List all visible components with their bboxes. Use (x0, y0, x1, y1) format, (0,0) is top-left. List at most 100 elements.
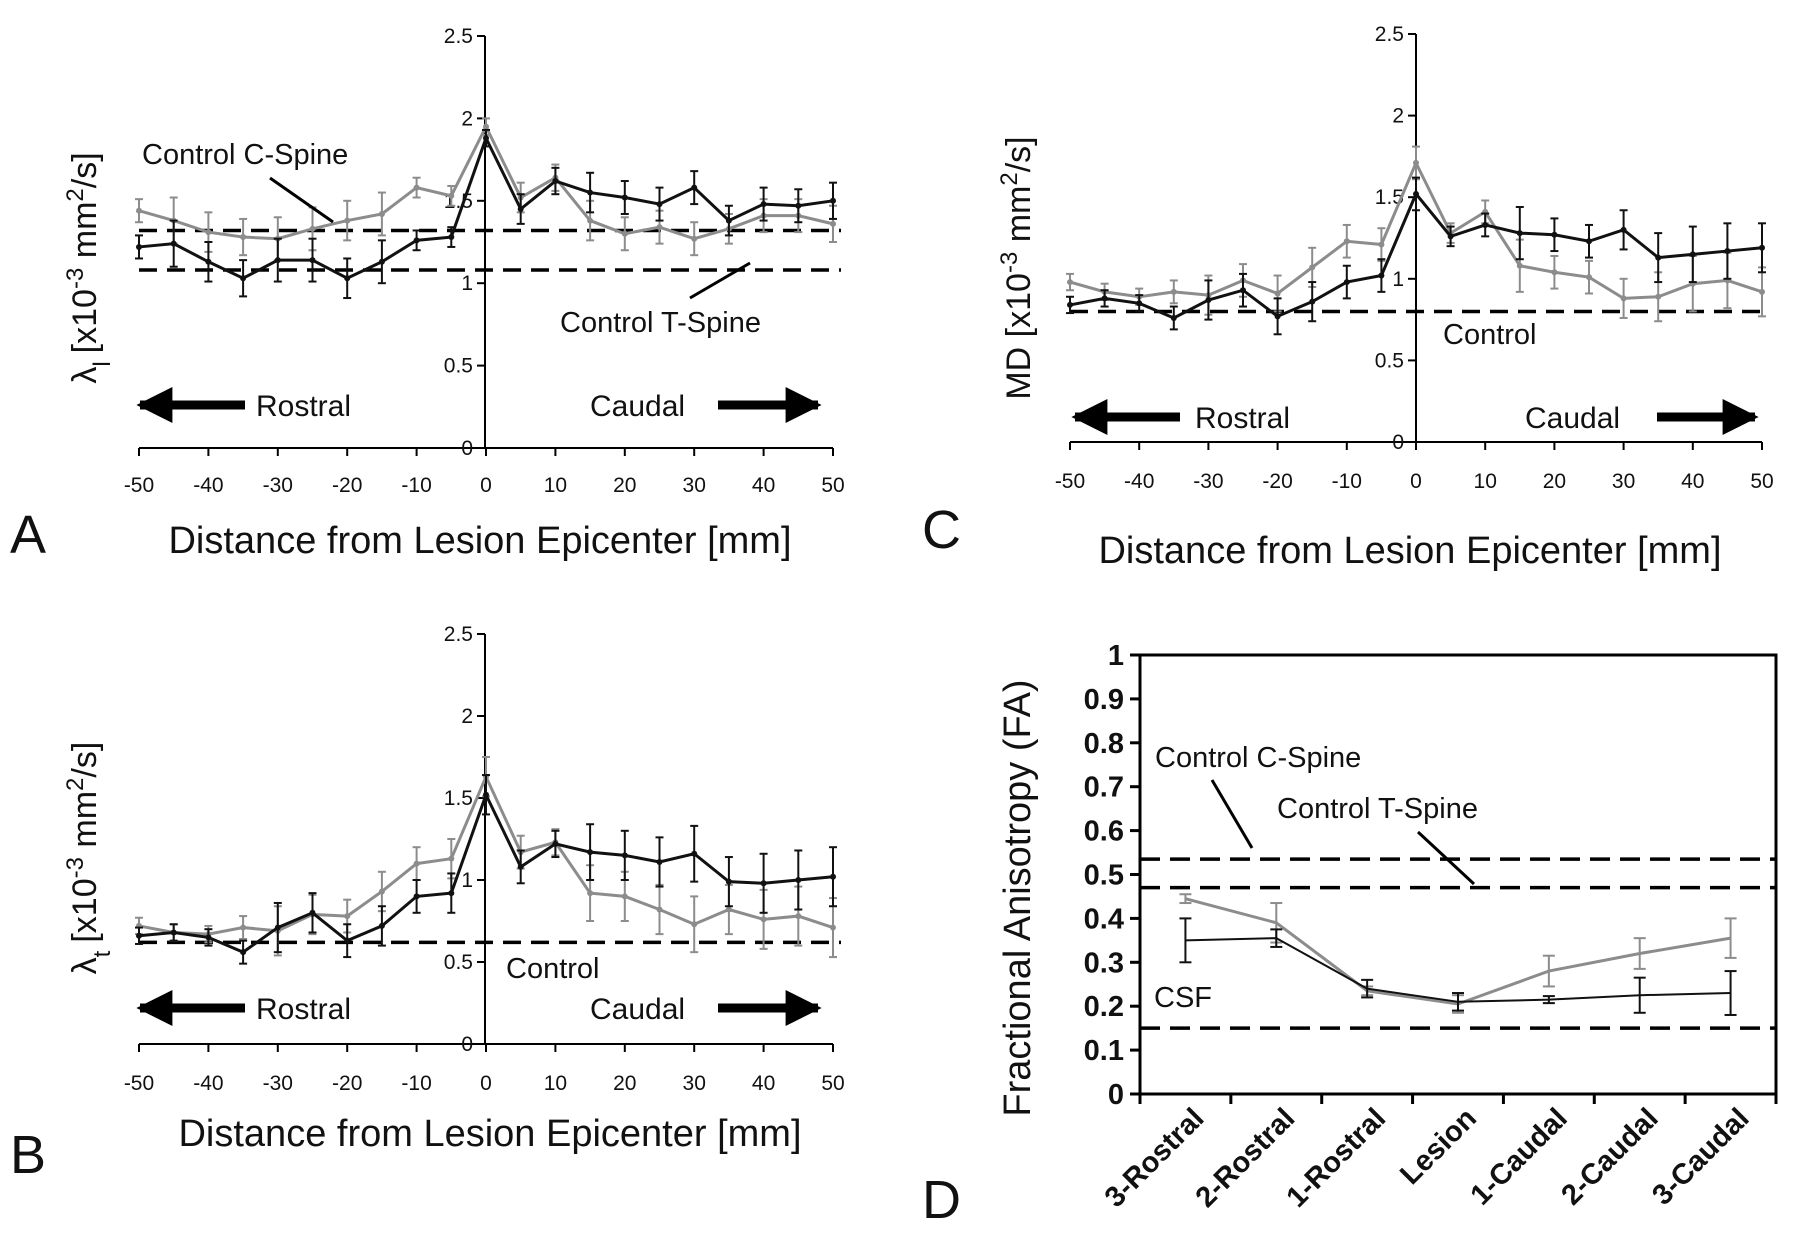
panel-b-ylabel-symbol: λ (66, 957, 104, 974)
panel-c-data-point (1343, 238, 1350, 245)
panel-c-data-point (1724, 248, 1731, 255)
panel-b-data-point (240, 949, 247, 956)
panel-a-rostral-label: Rostral (256, 390, 351, 423)
panel-a-data-point (483, 135, 489, 142)
panel-a-data-point (205, 258, 212, 265)
panel-a-data-point (517, 206, 524, 213)
panel-b-data-point (795, 877, 802, 883)
panel-a-data-point (483, 123, 489, 130)
panel-a: -50 -40 -30 -20 -10 0 10 20 30 40 50 0 0.5 1 1.5 2 2.5 D… (10, 25, 845, 565)
panel-a-y-tick-label: 0 (461, 437, 473, 460)
panel-d-annotation-csf: CSF (1154, 982, 1212, 1014)
panel-a-ylabel-symbol: λ (66, 367, 104, 384)
panel-c-ylabel-tail: /s] (1000, 136, 1038, 172)
panel-d-letter: D (922, 1170, 961, 1230)
panel-c-data-point (1482, 221, 1489, 228)
panel-b-data-point (830, 873, 836, 880)
panel-b-data-point (621, 852, 628, 859)
panel-c-data-point (1655, 293, 1662, 300)
panel-a-y-tick-label: 2.5 (444, 25, 473, 48)
panel-b-data-point (170, 929, 177, 936)
panel-a-data-point (656, 201, 663, 208)
panel-d-y-tick-label: 0.5 (1084, 860, 1124, 892)
panel-c-data-point (1620, 226, 1627, 233)
panel-a-x-tick-label: -50 (124, 474, 154, 497)
panel-c-data-point (1413, 190, 1419, 197)
panel-a-data-point (170, 240, 177, 247)
panel-d-y-tick-label: 0.4 (1084, 903, 1124, 935)
panel-c-rostral-label: Rostral (1195, 402, 1290, 435)
panel-b-rostral-label: Rostral (256, 993, 351, 1026)
panel-b-data-point (274, 924, 281, 931)
panel-a-data-point (830, 220, 836, 227)
panel-a-annotation-c-spine-pointer (269, 176, 334, 224)
panel-b-ylabel-unit: mm (66, 791, 104, 857)
panel-c-ylabel-exp: -3 (996, 252, 1023, 273)
panel-d-plot: 00.10.20.30.40.50.60.70.80.913-Rostral2-… (1084, 640, 1778, 1214)
panel-a-data-point (413, 237, 420, 244)
panel-a-data-point (830, 197, 836, 204)
panel-a-data-point (691, 184, 698, 191)
panel-c-data-point (1309, 264, 1316, 271)
panel-a-letter: A (10, 505, 46, 565)
panel-d-annotation-t-spine-pointer (1416, 830, 1476, 886)
panel-b-data-point (725, 906, 732, 913)
panel-b-x-tick-label: -40 (193, 1072, 223, 1095)
panel-b-x-tick-label: 50 (821, 1072, 844, 1095)
panel-c-data-point (1274, 313, 1281, 320)
panel-c-data-point (1689, 251, 1696, 258)
panel-d-annotation-c-spine-pointer (1210, 779, 1254, 849)
panel-c: -50 -40 -30 -20 -10 0 10 20 30 40 50 0 0.5 1 1.5 2 2.5 D… (922, 23, 1774, 572)
panel-b-xlabel: Distance from Lesion Epicenter [mm] (178, 1113, 801, 1155)
panel-a-x-tick-label: 10 (544, 474, 567, 497)
panel-c-x-tick-label: -50 (1055, 470, 1085, 493)
panel-a-data-point (205, 229, 212, 236)
panel-d-x-tick-label: 1-Rostral (1281, 1102, 1393, 1214)
panel-a-y-tick-label: 1 (461, 272, 473, 295)
panel-c-data-point (1759, 244, 1765, 251)
panel-d-x-tick-label: Lesion (1394, 1102, 1483, 1191)
panel-c-data-point (1378, 272, 1385, 279)
panel-c-data-point (1170, 288, 1177, 295)
panel-b-x-tick-label: 20 (613, 1072, 636, 1095)
panel-c-ylabel-symbol: MD (1000, 337, 1038, 399)
panel-d-y-tick-label: 0.3 (1084, 947, 1124, 979)
panel-c-x-tick-label: 50 (1750, 470, 1773, 493)
panel-c-letter: C (922, 500, 961, 560)
panel-c-data-point (1136, 300, 1143, 307)
panel-a-data-point (240, 275, 247, 282)
panel-b-data-point (830, 924, 836, 931)
panel-c-y-tick-label: 0 (1392, 431, 1404, 454)
panel-a-data-point (691, 235, 698, 242)
panel-a-data-point (309, 257, 316, 264)
panel-a-x-tick-label: -40 (193, 474, 223, 497)
panel-a-y-tick-label: 0.5 (444, 355, 473, 378)
panel-a-x-tick-label: 50 (821, 474, 844, 497)
panel-b-caudal-label: Caudal (590, 993, 685, 1026)
panel-c-plot: -50 -40 -30 -20 -10 0 10 20 30 40 50 0 0.5 1 1.5 2 2.5 (1055, 23, 1774, 493)
panel-c-y-tick-label: 2 (1392, 105, 1404, 128)
panel-b-ylabel: λt [x10-3 mm2/s] (62, 742, 116, 975)
panel-b-y-tick-label: 2 (461, 705, 473, 728)
panel-c-data-point (1101, 295, 1108, 302)
panel-b-ylabel-mid: [x10 (66, 878, 104, 942)
panel-b-data-point (344, 913, 351, 920)
panel-b-data-point (413, 860, 420, 867)
panel-c-x-tick-label: 10 (1474, 470, 1497, 493)
panel-b-x-tick-label: 30 (683, 1072, 706, 1095)
panel-d-x-tick-label: 3-Caudal (1646, 1102, 1755, 1211)
panel-a-ylabel-unit: mm (66, 202, 104, 268)
panel-a-data-point (448, 192, 455, 199)
panel-c-data-point (1516, 262, 1523, 269)
panel-d-y-tick-label: 0 (1108, 1079, 1124, 1111)
panel-b-data-point (691, 921, 698, 928)
panel-a-x-tick-label: 0 (480, 474, 492, 497)
panel-c-x-tick-label: 0 (1410, 470, 1422, 493)
panel-c-x-tick-label: -10 (1332, 470, 1362, 493)
panel-b-x-tick-label: -10 (401, 1072, 431, 1095)
panel-a-annotation-t-spine: Control T-Spine (560, 307, 761, 339)
panel-c-ylabel-unit: mm (1000, 186, 1038, 252)
panel-c-ylabel-mid: [x10 (1000, 273, 1038, 337)
panel-c-x-tick-label: -40 (1124, 470, 1154, 493)
